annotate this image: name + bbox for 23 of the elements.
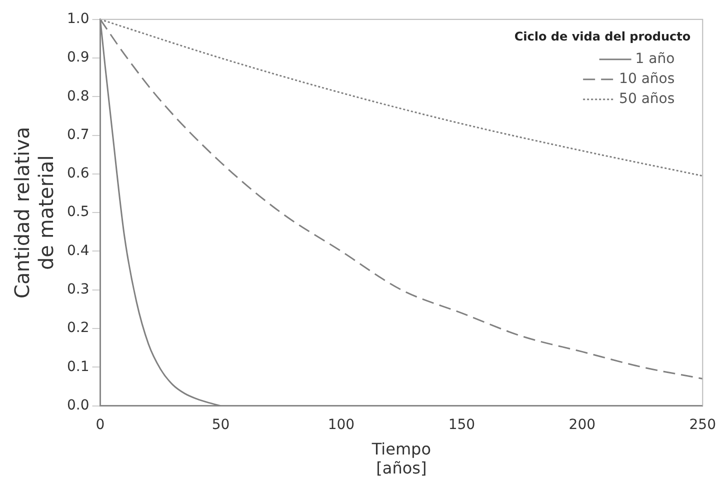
x-tick-label: 150	[448, 416, 476, 433]
y-tick-label: 0.6	[67, 166, 90, 182]
x-axis-title: Tiempo [años]	[370, 439, 432, 478]
legend-label: 10 años	[619, 71, 675, 88]
y-tick-label: 0.7	[67, 126, 90, 143]
legend-label: 1 año	[635, 51, 675, 68]
y-tick-label: 0.1	[67, 358, 90, 375]
legend-label: 50 años	[619, 91, 675, 108]
x-tick-label: 50	[212, 416, 230, 433]
y-tick-label: 0.0	[67, 397, 90, 414]
y-tick-label: 0.8	[67, 88, 90, 104]
y-axis-title: Cantidad relativa de material	[10, 126, 58, 298]
x-tick-label: 200	[568, 416, 596, 433]
y-tick-label: 0.3	[67, 282, 90, 298]
x-tick-label: 100	[328, 416, 355, 433]
y-tick-label: 0.9	[67, 50, 90, 66]
y-tick-label: 0.5	[67, 204, 90, 220]
y-tick-label: 0.2	[67, 320, 90, 336]
y-tick-label: 1.0	[67, 11, 90, 28]
x-tick-label: 250	[689, 416, 716, 433]
legend-title: Ciclo de vida del producto	[514, 30, 691, 44]
y-tick-label: 0.4	[67, 242, 90, 259]
x-tick-label: 0	[96, 416, 105, 433]
